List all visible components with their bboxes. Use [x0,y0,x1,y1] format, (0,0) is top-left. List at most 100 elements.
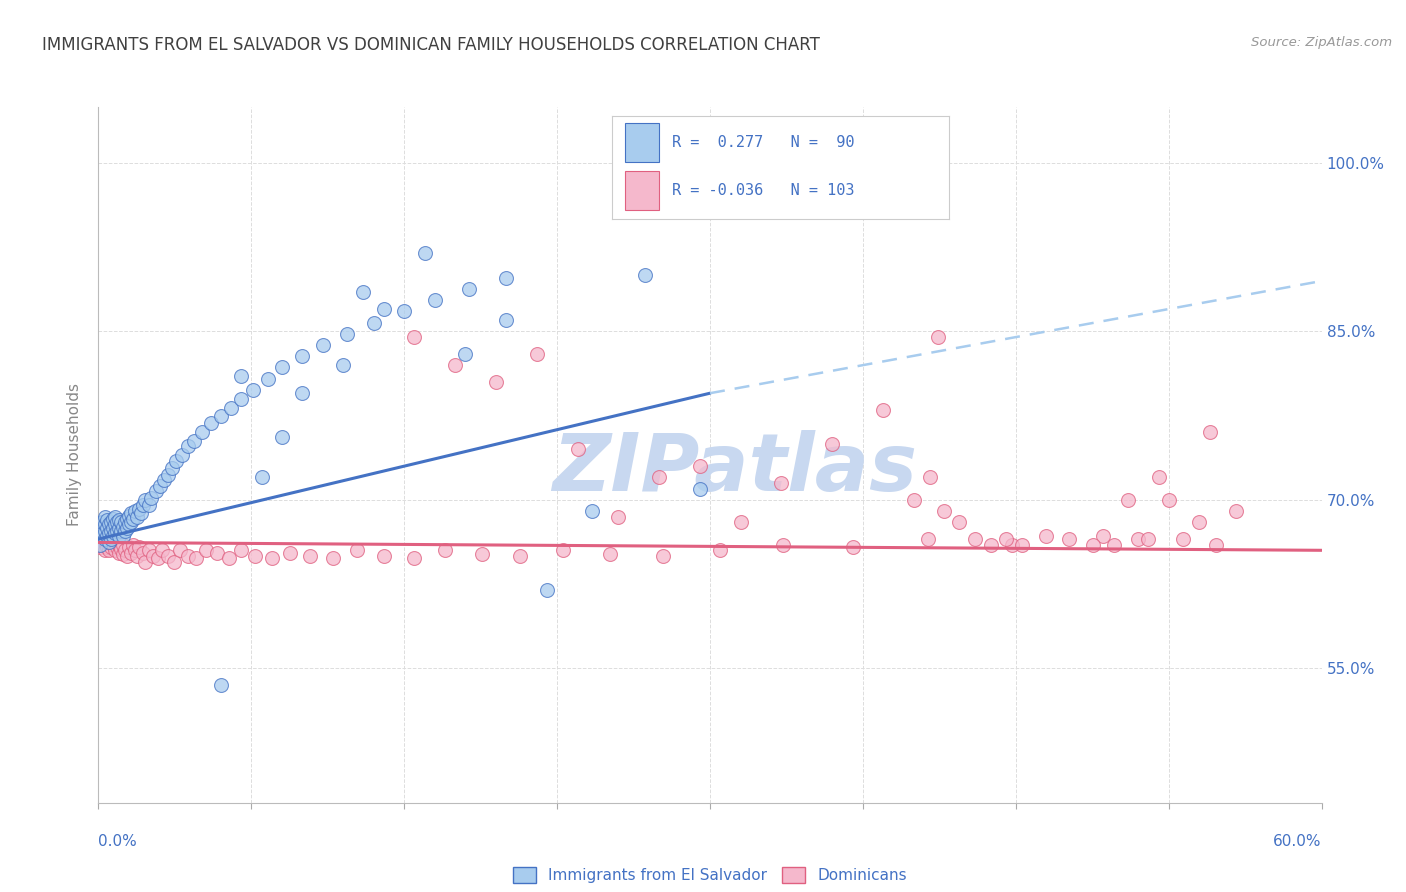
Point [434,543,457,558]
Point [948,515,970,529]
Point [927,330,949,344]
Point [1035,529,1057,543]
Point [129,506,152,520]
Point [205,545,228,559]
Point [1147,470,1170,484]
Point [322,551,344,566]
Point [160,461,183,475]
Point [127,549,149,563]
Point [312,338,335,352]
Point [177,549,200,563]
Point [191,425,214,440]
Legend: Immigrants from El Salvador, Dominicans: Immigrants from El Salvador, Dominicans [506,861,914,889]
Point [110,524,132,539]
Point [423,293,446,307]
Point [1171,532,1194,546]
Point [392,304,416,318]
Point [96,532,118,546]
Point [404,330,426,344]
Point [170,448,193,462]
Point [709,543,731,558]
Point [1188,515,1211,529]
Point [413,246,436,260]
Point [97,517,120,532]
Point [142,549,165,563]
Point [149,479,172,493]
Point [127,509,149,524]
Y-axis label: Family Households: Family Households [67,384,83,526]
Point [526,347,548,361]
Point [278,545,301,559]
Point [89,526,111,541]
Point [100,540,122,554]
Text: IMMIGRANTS FROM EL SALVADOR VS DOMINICAN FAMILY HOUSEHOLDS CORRELATION CHART: IMMIGRANTS FROM EL SALVADOR VS DOMINICAN… [42,36,820,54]
Point [373,549,395,563]
Point [118,517,141,532]
Point [124,543,146,558]
Point [138,499,160,513]
Point [96,513,118,527]
Point [100,515,122,529]
Point [96,521,118,535]
Point [218,551,240,566]
Point [770,475,793,490]
Point [567,442,589,457]
Point [124,504,146,518]
Point [219,401,242,415]
Point [599,547,621,561]
Point [553,543,575,558]
Point [363,316,385,330]
Point [114,543,136,558]
Point [260,551,283,566]
Point [118,540,141,554]
Point [373,301,395,316]
Text: R = -0.036   N = 103: R = -0.036 N = 103 [672,184,855,198]
Point [104,534,127,549]
Point [186,551,208,566]
Point [96,529,118,543]
Point [91,538,114,552]
Point [652,549,675,563]
Point [91,515,114,529]
Point [97,543,120,558]
Point [920,470,942,484]
Point [122,512,145,526]
Point [454,347,477,361]
Point [177,439,200,453]
Point [122,538,145,552]
Text: 60.0%: 60.0% [1274,834,1322,849]
Point [100,532,122,546]
Point [93,534,115,549]
Point [120,545,142,559]
Point [581,504,603,518]
Point [1157,492,1180,507]
Point [91,529,114,543]
Point [165,453,187,467]
Point [128,501,150,516]
Point [93,517,115,532]
Point [1137,532,1160,546]
Point [120,515,142,529]
Point [495,270,517,285]
Point [97,526,120,541]
Point [607,509,630,524]
Point [111,547,134,561]
Point [118,508,141,523]
Point [242,383,264,397]
Point [100,524,122,539]
Point [108,529,131,543]
Point [270,430,294,444]
Point [980,538,1002,552]
Point [872,403,894,417]
Point [994,532,1017,546]
Point [1057,532,1080,546]
Point [89,532,111,546]
Point [256,371,278,385]
Point [145,483,167,498]
Point [114,524,136,539]
Point [772,538,794,552]
Point [1198,425,1220,440]
Point [120,506,142,520]
Point [104,509,127,524]
Point [105,515,128,529]
